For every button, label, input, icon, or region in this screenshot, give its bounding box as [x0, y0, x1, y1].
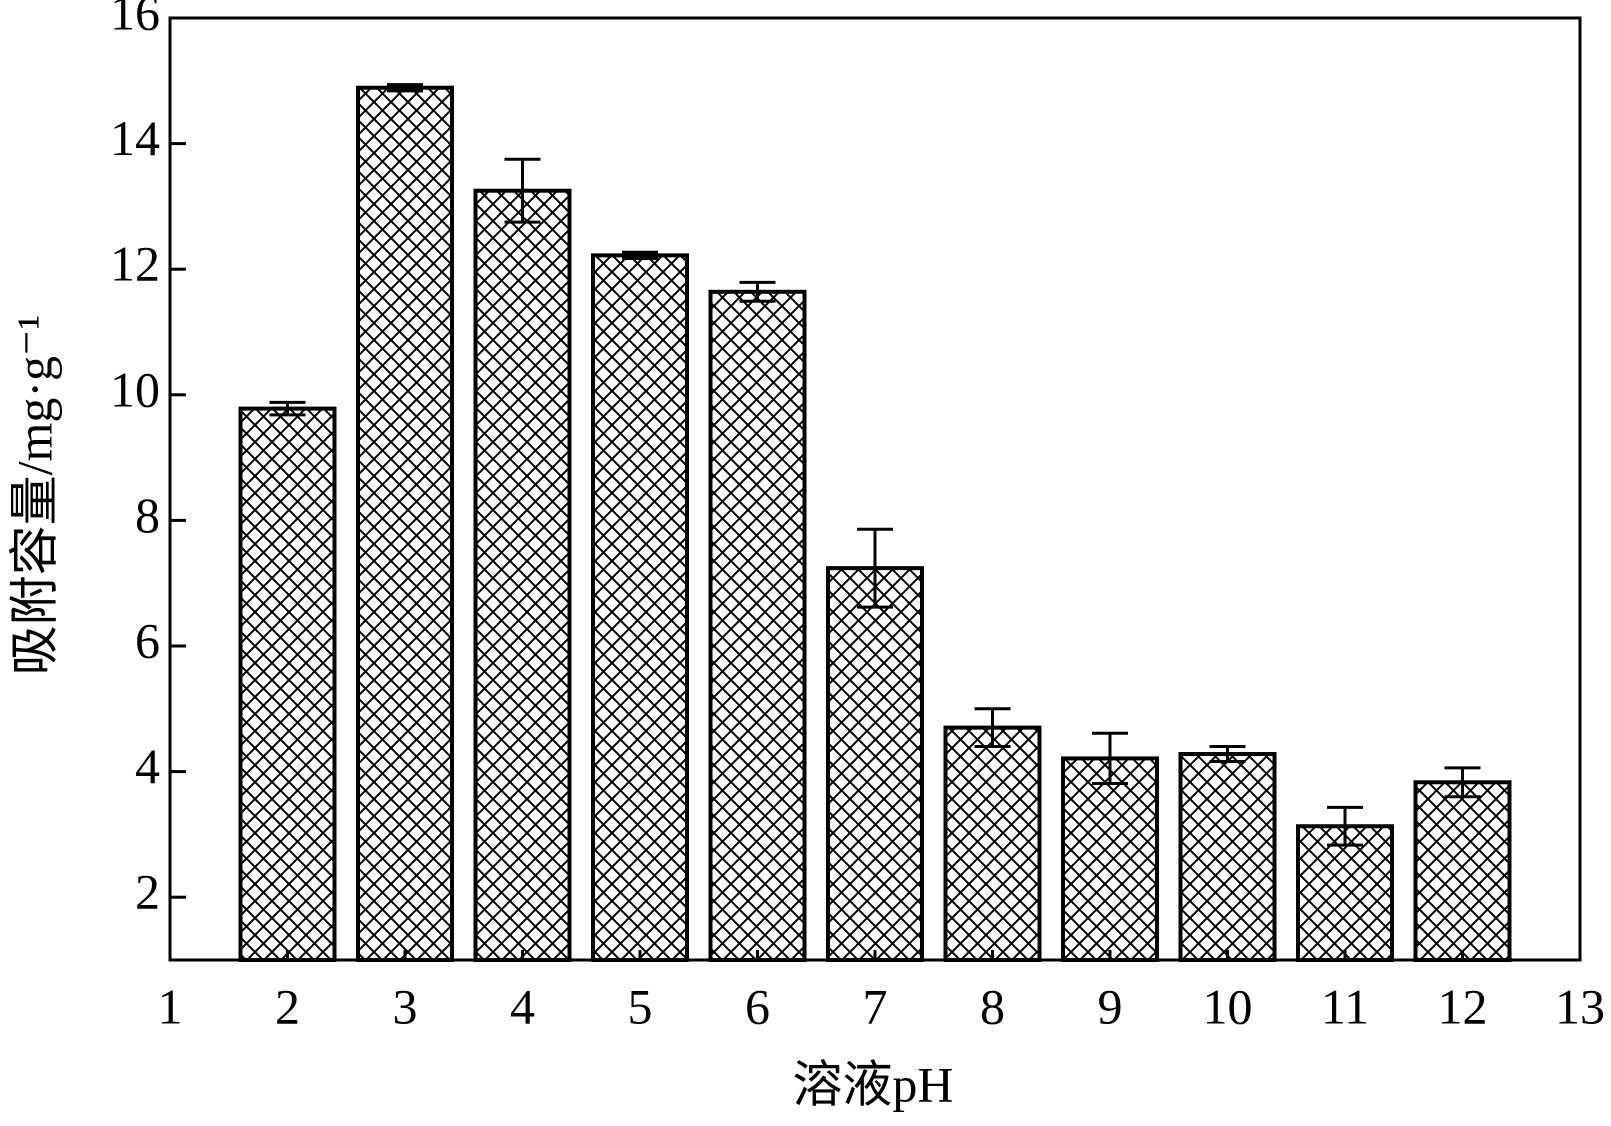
error-bar	[269, 400, 306, 417]
error-bar	[387, 83, 423, 93]
x-tick-label: 5	[628, 978, 653, 1034]
y-tick-label: 4	[135, 738, 160, 794]
x-tick-label: 4	[510, 978, 535, 1034]
y-tick-label: 2	[135, 864, 160, 920]
error-bar	[1327, 805, 1363, 847]
error-bar	[622, 250, 658, 261]
x-tick-label: 9	[1098, 978, 1123, 1034]
x-tick-label: 3	[393, 978, 418, 1034]
bar	[591, 253, 689, 963]
error-bar	[974, 707, 1011, 748]
y-tick-label: 10	[110, 361, 160, 417]
y-tick-label: 16	[110, 0, 160, 40]
bar	[826, 566, 924, 962]
bar	[1413, 780, 1512, 962]
y-tick-label: 14	[110, 110, 160, 166]
error-bar	[1092, 731, 1128, 786]
bar	[238, 406, 337, 962]
x-tick-label: 13	[1555, 978, 1605, 1034]
y-tick-label: 6	[135, 612, 160, 668]
error-bar	[504, 157, 541, 224]
bar	[1061, 756, 1159, 962]
error-bar	[857, 527, 893, 609]
error-bar	[1444, 766, 1481, 799]
bar	[356, 85, 454, 962]
x-tick-label: 8	[980, 978, 1005, 1034]
x-axis-label: 溶液pH	[792, 1056, 953, 1112]
y-tick-label: 8	[135, 487, 160, 543]
x-tick-label: 12	[1438, 978, 1488, 1034]
x-tick-label: 6	[745, 978, 770, 1034]
plot-frame	[168, 16, 1582, 962]
x-tick-label: 1	[158, 978, 183, 1034]
bar	[473, 188, 572, 962]
y-tick-label: 12	[110, 236, 160, 292]
bar	[943, 725, 1042, 963]
error-bar	[1209, 744, 1246, 764]
x-tick-label: 10	[1203, 978, 1253, 1034]
x-tick-label: 11	[1321, 978, 1369, 1034]
bar	[1178, 752, 1277, 962]
bar	[708, 289, 807, 963]
x-tick-label: 7	[863, 978, 888, 1034]
x-tick-label: 2	[275, 978, 300, 1034]
error-bar	[739, 280, 776, 303]
y-axis-label: 吸附容量/mg·g⁻¹	[6, 315, 62, 676]
